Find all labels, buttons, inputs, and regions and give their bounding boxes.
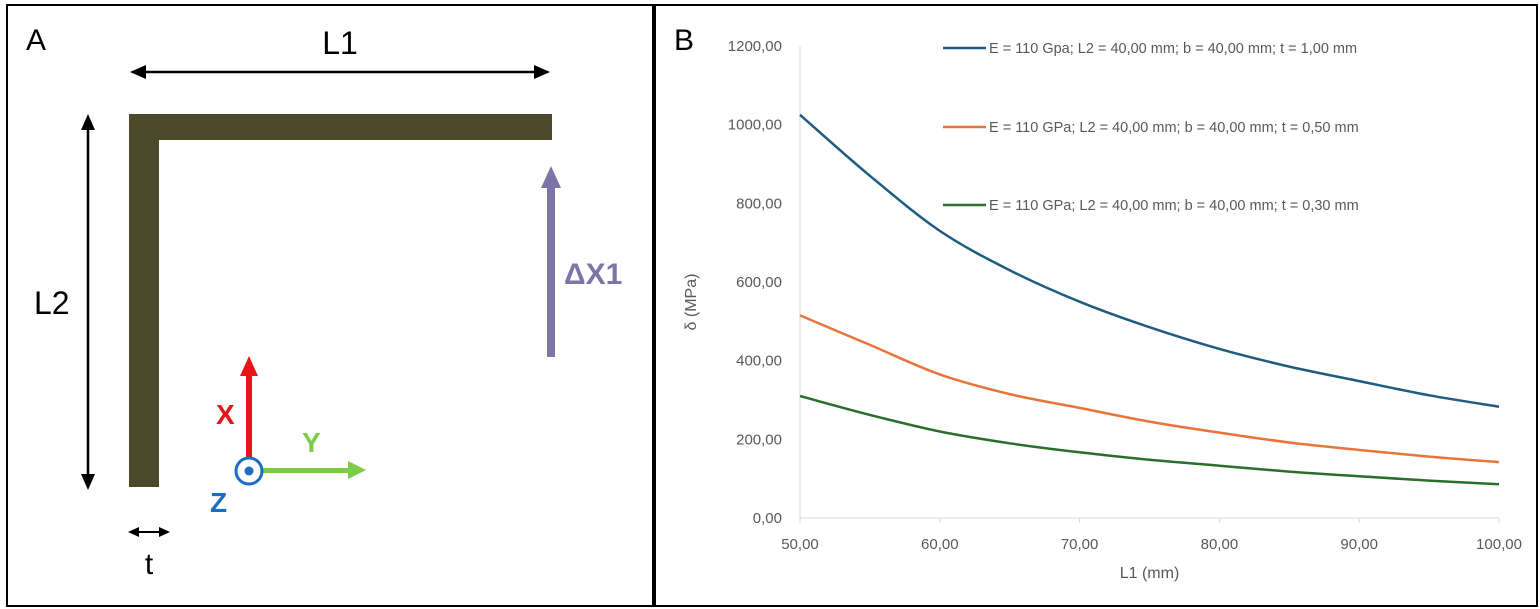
l1-label: L1 xyxy=(322,25,358,61)
x-tick-label: 90,00 xyxy=(1340,536,1378,553)
y-axis-arrow xyxy=(262,461,366,479)
chart-axes: 0,00 200,00 400,00 600,00 800,00 1000,00 1200,… xyxy=(683,38,1522,582)
l-shaped-beam xyxy=(129,114,552,487)
legend-label-2: E = 110 GPa; L2 = 40,00 mm; b = 40,00 mm… xyxy=(989,120,1359,136)
panel-a: A L1 L2 t ΔX1 xyxy=(6,4,654,607)
t-label: t xyxy=(145,548,154,581)
y-tick-label: 200,00 xyxy=(736,431,782,448)
x-axis-arrow xyxy=(240,356,258,458)
delta-x1-arrow xyxy=(541,166,561,357)
y-axis-title: δ (MPa) xyxy=(683,274,700,331)
panel-a-label: A xyxy=(26,24,46,57)
panel-b-label: B xyxy=(674,24,694,57)
chart-legend: E = 110 Gpa; L2 = 40,00 mm; b = 40,00 mm… xyxy=(943,41,1359,214)
t-dimension-arrow xyxy=(128,527,170,537)
delta-x1-label: ΔX1 xyxy=(564,258,622,291)
l2-label: L2 xyxy=(34,285,70,321)
series-line-2 xyxy=(799,314,1500,464)
series-line-1 xyxy=(799,113,1500,408)
l1-dimension-arrow xyxy=(130,65,550,79)
y-tick-label: 800,00 xyxy=(736,195,782,212)
z-axis-label: Z xyxy=(210,487,227,518)
legend-label-3: E = 110 GPa; L2 = 40,00 mm; b = 40,00 mm… xyxy=(989,198,1359,214)
y-tick-label: 400,00 xyxy=(736,353,782,370)
l2-dimension-arrow xyxy=(81,114,95,490)
x-tick-label: 70,00 xyxy=(1061,536,1099,553)
stress-vs-l1-chart: B 0,00 200,00 400,00 600,00 800,00 1000,00 120… xyxy=(674,24,1522,582)
x-tick-label: 80,00 xyxy=(1201,536,1239,553)
x-tick-label: 100,00 xyxy=(1476,536,1522,553)
chart-series xyxy=(799,113,1500,486)
y-tick-label: 1000,00 xyxy=(728,117,782,134)
y-axis-label: Y xyxy=(302,427,321,458)
x-tick-label: 50,00 xyxy=(781,536,819,553)
y-tick-label: 0,00 xyxy=(753,510,782,527)
legend-label-1: E = 110 Gpa; L2 = 40,00 mm; b = 40,00 mm… xyxy=(989,41,1357,57)
y-tick-label: 600,00 xyxy=(736,274,782,291)
beam-diagram: A L1 L2 t ΔX1 xyxy=(26,24,622,581)
series-line-3 xyxy=(799,394,1500,486)
z-axis-out-of-page-icon xyxy=(234,456,264,486)
panel-b: B 0,00 200,00 400,00 600,00 800,00 1000,00 120… xyxy=(654,4,1538,607)
y-tick-label: 1200,00 xyxy=(728,38,782,55)
x-axis-title: L1 (mm) xyxy=(1120,565,1180,582)
x-tick-label: 60,00 xyxy=(921,536,959,553)
x-axis-label: X xyxy=(216,399,235,430)
